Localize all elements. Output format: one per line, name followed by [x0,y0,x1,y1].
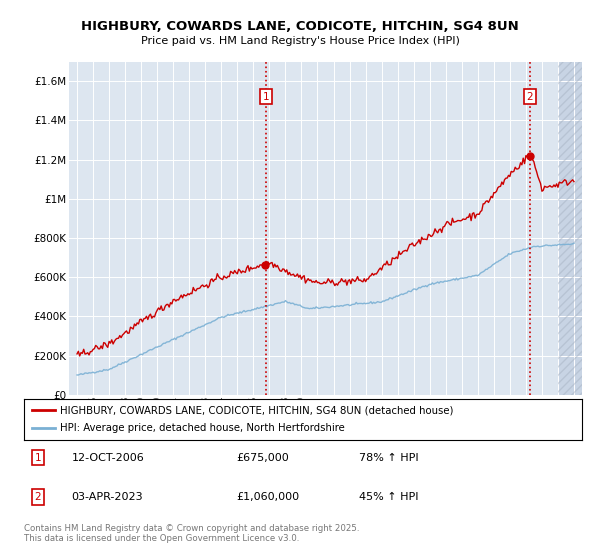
Bar [558,62,590,395]
Text: HPI: Average price, detached house, North Hertfordshire: HPI: Average price, detached house, Nort… [60,423,345,433]
Text: 78% ↑ HPI: 78% ↑ HPI [359,453,418,463]
Text: £675,000: £675,000 [236,453,289,463]
Text: 03-APR-2023: 03-APR-2023 [71,492,143,502]
Text: 12-OCT-2006: 12-OCT-2006 [71,453,144,463]
Text: 2: 2 [35,492,41,502]
Text: Contains HM Land Registry data © Crown copyright and database right 2025.
This d: Contains HM Land Registry data © Crown c… [24,524,359,543]
Text: HIGHBURY, COWARDS LANE, CODICOTE, HITCHIN, SG4 8UN: HIGHBURY, COWARDS LANE, CODICOTE, HITCHI… [81,20,519,32]
Text: 2: 2 [527,92,533,101]
Text: Price paid vs. HM Land Registry's House Price Index (HPI): Price paid vs. HM Land Registry's House … [140,36,460,46]
Text: 1: 1 [263,92,269,101]
Text: HIGHBURY, COWARDS LANE, CODICOTE, HITCHIN, SG4 8UN (detached house): HIGHBURY, COWARDS LANE, CODICOTE, HITCHI… [60,405,454,415]
Text: 1: 1 [35,453,41,463]
Text: 45% ↑ HPI: 45% ↑ HPI [359,492,418,502]
Text: £1,060,000: £1,060,000 [236,492,299,502]
Bar [558,62,590,395]
